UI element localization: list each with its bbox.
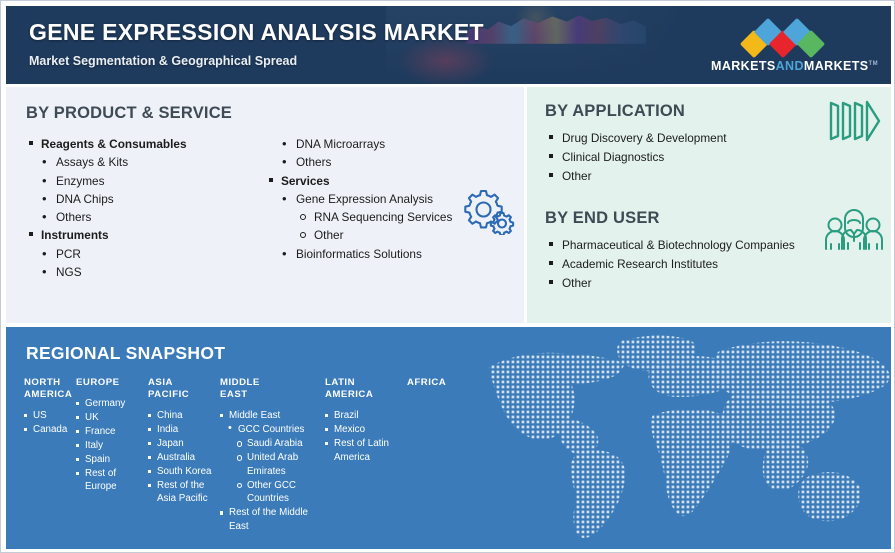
regional-item: Italy <box>76 439 148 453</box>
regional-column-header: EUROPE <box>76 377 120 388</box>
regional-item: India <box>148 423 220 437</box>
product-service-panel: BY PRODUCT & SERVICE Reagents & Consumab… <box>6 87 524 323</box>
end-user-list: Pharmaceutical & Biotechnology Companies… <box>545 236 795 293</box>
regional-column: EUROPE Germany UK France Italy Spain Rest of E… <box>76 377 148 534</box>
application-item: Drug Discovery & Development <box>545 129 727 148</box>
page-title: GENE EXPRESSION ANALYSIS MARKET <box>29 19 484 45</box>
regional-item: South Korea <box>148 465 220 479</box>
header-text-block: GENE EXPRESSION ANALYSIS MARKET Market S… <box>29 20 484 68</box>
product-service-column-a: Reagents & ConsumablesAssays & KitsEnzym… <box>24 135 264 282</box>
regional-item: Japan <box>148 437 220 451</box>
regional-item: Saudi Arabia <box>220 437 325 451</box>
product-service-item: Assays & Kits <box>24 152 264 172</box>
regional-item: Spain <box>76 453 148 467</box>
regional-columns: NORTH AMERICA US Canada EUROPE Germany UK Fran… <box>24 377 544 534</box>
product-service-item: Services <box>266 172 519 190</box>
regional-list: China India Japan Australia South Korea Rest … <box>148 409 220 506</box>
regional-list: US Canada <box>24 409 76 437</box>
header-banner: GENE EXPRESSION ANALYSIS MARKET Market S… <box>6 6 891 84</box>
panels-icon <box>827 98 883 144</box>
people-group-icon <box>823 203 885 253</box>
regional-column-header: NORTH AMERICA <box>24 377 73 400</box>
product-service-item: Others <box>264 152 519 172</box>
regional-column-header: AFRICA <box>407 377 447 388</box>
regional-column-header: MIDDLE EAST <box>220 377 260 400</box>
regional-item: China <box>148 409 220 423</box>
regional-column: ASIA PACIFIC China India Japan Australia Sout… <box>148 377 220 534</box>
end-user-title: BY END USER <box>545 209 660 227</box>
regional-column: MIDDLE EAST Middle EastGCC CountriesSaudi… <box>220 377 325 534</box>
logo-trademark: TM <box>868 60 878 67</box>
end-user-item: Academic Research Institutes <box>545 255 795 274</box>
product-service-item: DNA Microarrays <box>264 134 519 154</box>
product-service-item: RNA Sequencing Services <box>264 208 519 226</box>
regional-list: Brazil Mexico Rest of Latin America <box>325 409 407 465</box>
regional-item: Other GCC Countries <box>220 479 325 507</box>
application-item: Other <box>545 167 727 186</box>
world-map <box>471 327 891 549</box>
regional-column: AFRICA <box>407 377 477 534</box>
regional-column-header: LATIN AMERICA <box>325 377 374 400</box>
regional-item: Rest of the Asia Pacific <box>148 479 220 507</box>
product-service-item: Gene Expression Analysis <box>264 189 519 209</box>
logo-diamonds <box>711 17 861 59</box>
product-service-item: Reagents & Consumables <box>26 135 264 153</box>
regional-snapshot-panel: REGIONAL SNAPSHOT <box>6 327 891 549</box>
application-list: Drug Discovery & Development Clinical Dia… <box>545 129 727 186</box>
regional-item: Rest of the Middle East <box>220 506 325 534</box>
application-title: BY APPLICATION <box>545 102 686 120</box>
regional-item: Germany <box>76 397 148 411</box>
regional-item: Australia <box>148 451 220 465</box>
regional-item: France <box>76 425 148 439</box>
product-service-item: Instruments <box>26 226 264 244</box>
regional-item: Canada <box>24 423 76 437</box>
regional-snapshot-title: REGIONAL SNAPSHOT <box>26 343 226 363</box>
header-background-image <box>386 6 736 84</box>
regional-item: Brazil <box>325 409 407 423</box>
regional-column: NORTH AMERICA US Canada <box>24 377 76 534</box>
product-service-item: Other <box>264 226 519 244</box>
logo-word-markets-1: MARKETS <box>711 59 776 73</box>
product-service-item: NGS <box>24 262 264 282</box>
product-service-title: BY PRODUCT & SERVICE <box>26 104 233 122</box>
regional-item: UK <box>76 411 148 425</box>
product-service-item: Enzymes <box>24 171 264 191</box>
product-service-item: PCR <box>24 244 264 264</box>
regional-item: Rest of Europe <box>76 467 148 495</box>
product-service-column-b: DNA MicroarraysOthersServicesGene Expres… <box>264 134 519 281</box>
regional-item: US <box>24 409 76 423</box>
marketsandmarkets-logo[interactable]: MARKETSANDMARKETSTM <box>711 17 878 73</box>
product-service-lists: Reagents & ConsumablesAssays & KitsEnzym… <box>24 134 524 282</box>
regional-column: LATIN AMERICA Brazil Mexico Rest of Latin A… <box>325 377 407 534</box>
regional-item: Rest of Latin America <box>325 437 407 465</box>
regional-item: Middle East <box>220 409 325 423</box>
end-user-item: Other <box>545 274 795 293</box>
page-subtitle: Market Segmentation & Geographical Sprea… <box>29 53 298 68</box>
regional-item: GCC Countries <box>220 421 325 437</box>
product-service-item: DNA Chips <box>24 189 264 209</box>
logo-word-and: AND <box>775 59 804 73</box>
regional-item: Mexico <box>325 423 407 437</box>
application-item: Clinical Diagnostics <box>545 148 727 167</box>
product-service-item: Others <box>24 207 264 227</box>
regional-item: United Arab Emirates <box>220 451 325 479</box>
world-map-dots <box>489 335 890 538</box>
regional-column-header: ASIA PACIFIC <box>148 377 190 400</box>
logo-wordmark: MARKETSANDMARKETSTM <box>711 59 878 73</box>
product-service-item: Bioinformatics Solutions <box>264 244 519 264</box>
end-user-item: Pharmaceutical & Biotechnology Companies <box>545 236 795 255</box>
logo-word-markets-2: MARKETS <box>803 59 869 73</box>
regional-list: Germany UK France Italy Spain Rest of Europe <box>76 397 148 494</box>
